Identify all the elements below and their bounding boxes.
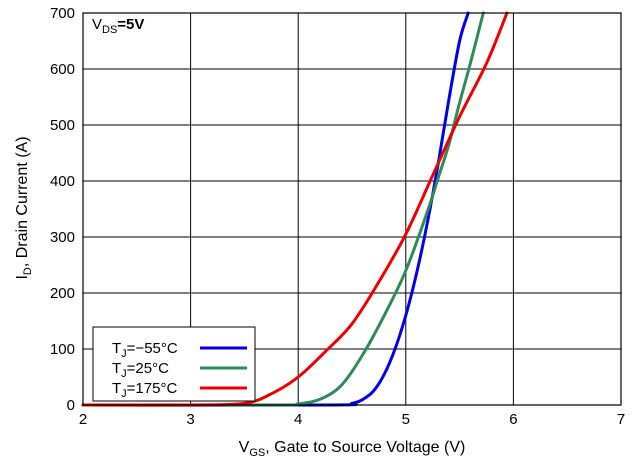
- y-tick-label: 700: [50, 5, 75, 22]
- y-axis-title-sub: D: [22, 267, 34, 275]
- x-tick-label: 3: [186, 411, 194, 428]
- vds-annotation-base: V: [92, 16, 102, 33]
- vds-annotation-sub: DS: [102, 24, 117, 36]
- legend: TJ=−55°CTJ=25°CTJ=175°C: [92, 326, 256, 402]
- y-tick-label: 300: [50, 229, 75, 246]
- plot-frame: [82, 12, 622, 406]
- y-axis-title: ID, Drain Current (A): [14, 136, 34, 279]
- y-tick-label: 200: [50, 285, 75, 302]
- y-axis-title-rest: , Drain Current (A): [14, 136, 31, 267]
- y-tick-label: 400: [50, 173, 75, 190]
- x-axis-title-sub: GS: [249, 447, 265, 459]
- tick-labels: 2 3 4 5 6 7 0 100 200 300 400 500 600 700: [50, 5, 625, 428]
- vds-annotation-rest: =5V: [117, 16, 144, 33]
- x-tick-label: 2: [79, 411, 87, 428]
- x-tick-label: 7: [617, 411, 625, 428]
- legend-label-1: TJ=25°C: [112, 360, 169, 380]
- gridlines: [83, 13, 621, 405]
- legend-label-2: TJ=175°C: [112, 380, 177, 400]
- legend-label-0: TJ=−55°C: [112, 340, 178, 360]
- y-tick-label: 600: [50, 61, 75, 78]
- x-axis-title-base: V: [239, 439, 250, 456]
- x-tick-label: 5: [402, 411, 410, 428]
- x-tick-label: 6: [509, 411, 517, 428]
- y-tick-label: 500: [50, 117, 75, 134]
- x-axis-title-rest: , Gate to Source Voltage (V): [265, 439, 465, 456]
- y-axis-title-base: I: [14, 275, 31, 279]
- y-tick-label: 0: [67, 397, 75, 414]
- x-tick-label: 4: [294, 411, 302, 428]
- x-axis-title: VGS, Gate to Source Voltage (V): [239, 439, 466, 459]
- vds-annotation: VDS=5V: [92, 16, 144, 36]
- y-tick-label: 100: [50, 341, 75, 358]
- series-line-2: [81, 11, 509, 407]
